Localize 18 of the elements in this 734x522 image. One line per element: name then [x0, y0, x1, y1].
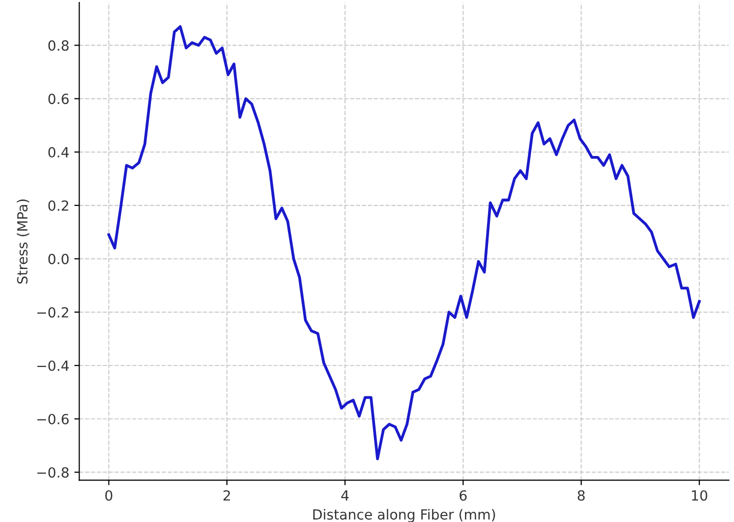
x-tick-label: 0 — [105, 490, 112, 501]
y-tick-label: −0.8 — [37, 467, 69, 478]
y-tick-label: −0.4 — [37, 360, 69, 371]
x-tick-label: 2 — [224, 490, 230, 501]
x-tick-label: 4 — [341, 490, 349, 501]
x-tick-label: 6 — [460, 490, 467, 501]
y-tick-label: 0.6 — [48, 94, 69, 104]
y-axis-title: Stress (MPa) — [16, 200, 30, 284]
y-tick-label: 0.0 — [48, 254, 69, 264]
y-tick-label: −0.6 — [37, 414, 69, 424]
line-series — [107, 25, 701, 460]
y-tick-label: 0.4 — [48, 147, 69, 158]
x-axis-title: Distance along Fiber (mm) — [313, 508, 496, 522]
x-tick-label: 8 — [578, 490, 585, 501]
x-tick-label: 10 — [692, 490, 708, 501]
y-tick-label: 0.2 — [48, 200, 68, 211]
y-tick-label: 0.8 — [48, 40, 69, 51]
y-tick-label: −0.2 — [37, 307, 68, 318]
